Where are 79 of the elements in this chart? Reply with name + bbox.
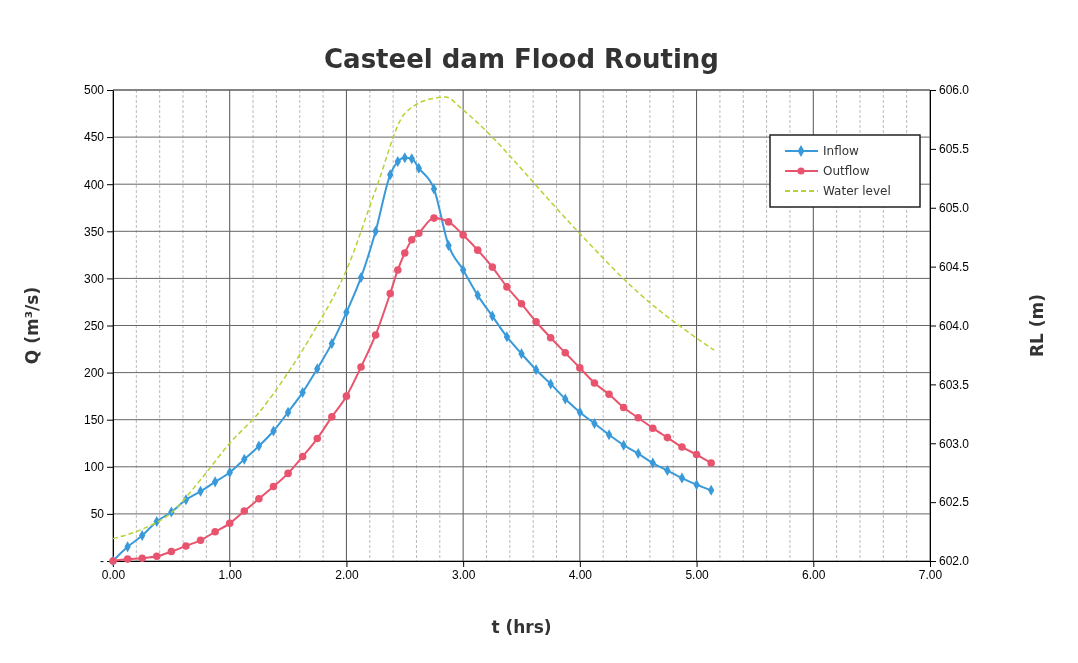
y-tick-label: 350	[83, 224, 105, 239]
point	[678, 443, 686, 451]
line-series	[112, 96, 715, 540]
point	[255, 495, 263, 503]
x-tick-label: 5.00	[685, 567, 710, 582]
point	[225, 519, 234, 528]
point	[532, 317, 540, 326]
x-tick-label: 0.00	[101, 567, 126, 582]
point	[386, 289, 394, 298]
y-axis-title: Q (m³/s)	[22, 286, 42, 365]
y-tick-label: 50	[90, 507, 105, 522]
point	[488, 263, 497, 271]
point	[503, 283, 511, 291]
y2-tick-label: 603.0	[939, 436, 970, 451]
point	[167, 547, 176, 556]
point	[605, 390, 613, 399]
point	[182, 542, 190, 550]
y2-tick-label: 604.0	[939, 318, 970, 333]
y-tick-label: 150	[83, 413, 105, 428]
point	[663, 433, 672, 442]
x-axis-title: t (hrs)	[491, 617, 552, 637]
y-tick-label: 300	[83, 271, 105, 286]
y2-tick-label: 602.0	[939, 554, 970, 569]
point	[240, 507, 249, 515]
legend-label: Outflow	[823, 164, 870, 178]
point	[211, 528, 219, 536]
y2-axis-title: RL (m)	[1027, 293, 1047, 358]
point	[707, 459, 715, 467]
point	[138, 554, 146, 562]
point	[152, 552, 161, 561]
point	[284, 469, 292, 478]
point	[649, 424, 657, 432]
point	[328, 413, 336, 421]
chart-title: Casteel dam Flood Routing	[324, 44, 719, 74]
point	[444, 218, 453, 226]
y-tick-label: 450	[83, 130, 105, 145]
x-tick-label: 4.00	[568, 567, 593, 582]
x-tick-label: 3.00	[451, 567, 476, 582]
point	[459, 231, 467, 239]
y2-tick-label: 602.5	[939, 495, 970, 510]
point	[298, 452, 307, 461]
point	[517, 300, 526, 308]
point	[196, 536, 205, 545]
point	[473, 246, 482, 254]
point	[401, 249, 409, 257]
y2-tick-label: 603.5	[939, 377, 970, 392]
point	[590, 379, 599, 387]
y-tick-label: 500	[83, 83, 105, 98]
legend-label: Inflow	[823, 144, 860, 158]
point	[619, 403, 628, 412]
y-tick-label: -	[100, 554, 104, 569]
x-tick-label: 7.00	[918, 567, 943, 582]
point	[313, 434, 322, 443]
point	[357, 363, 365, 371]
x-tick-label: 2.00	[335, 567, 359, 582]
point	[546, 333, 555, 342]
point	[430, 214, 438, 222]
point	[123, 555, 132, 563]
point	[576, 364, 584, 372]
point	[415, 229, 423, 237]
point	[269, 482, 278, 491]
point	[408, 236, 416, 244]
point	[371, 331, 380, 339]
x-tick-label: 6.00	[802, 567, 826, 582]
y2-tick-label: 605.5	[939, 142, 970, 157]
y-tick-label: 200	[83, 365, 105, 380]
y-tick-label: 250	[83, 318, 105, 333]
point	[342, 392, 351, 400]
y-tick-label: 100	[83, 460, 105, 475]
legend-label: Water level	[823, 184, 891, 198]
point	[692, 450, 701, 459]
point	[394, 266, 402, 274]
point	[634, 414, 642, 422]
y2-tick-label: 606.0	[939, 83, 970, 98]
y2-tick-label: 605.0	[939, 201, 970, 216]
y2-tick-label: 604.5	[939, 259, 970, 274]
y-tick-label: 400	[83, 177, 105, 192]
point	[561, 349, 570, 357]
x-tick-label: 1.00	[218, 567, 243, 582]
